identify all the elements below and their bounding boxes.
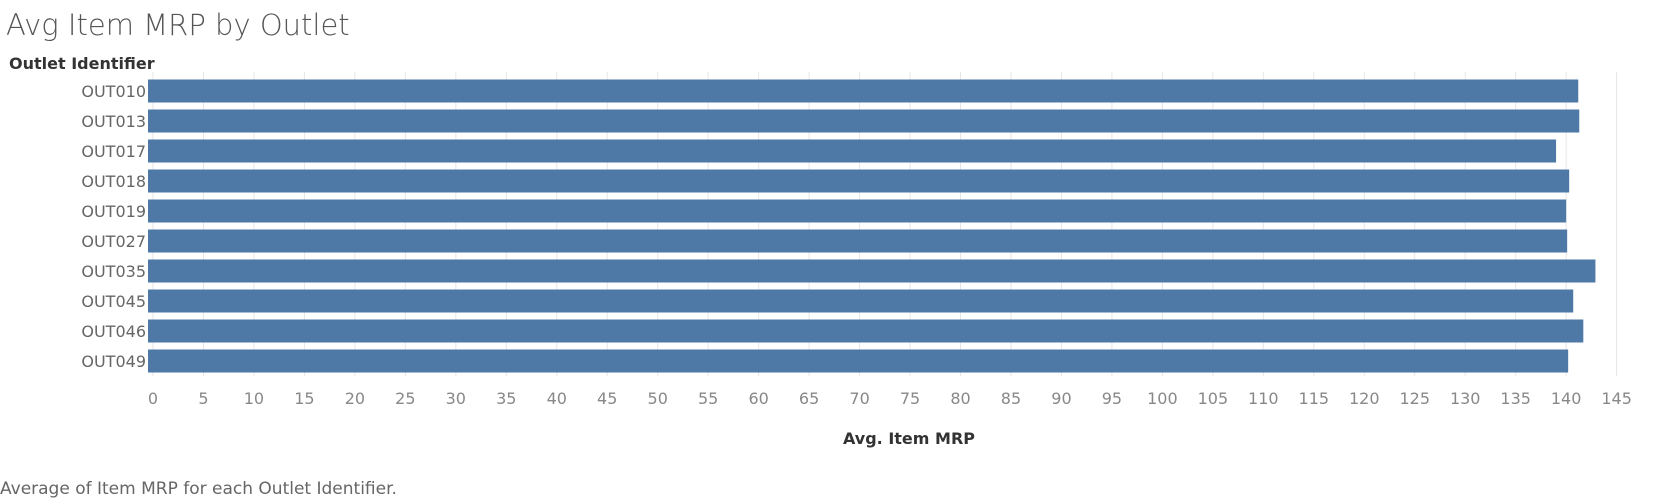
x-tick-label: 35 [496,389,516,408]
category-label: OUT019 [81,202,146,221]
x-axis-title: Avg. Item MRP [843,429,975,448]
x-tick-label: 100 [1147,389,1178,408]
x-tick-label: 50 [648,389,668,408]
x-tick-label: 45 [597,389,617,408]
x-tick-label: 120 [1349,389,1380,408]
bars-layer [148,79,1596,373]
x-tick-label: 5 [198,389,208,408]
bar-out010[interactable] [148,79,1579,103]
category-label: OUT013 [81,112,146,131]
bar-out035[interactable] [148,259,1596,283]
chart-title: Avg Item MRP by Outlet [6,8,350,42]
x-tick-label: 20 [345,389,365,408]
chart-caption: Average of Item MRP for each Outlet Iden… [0,479,397,499]
x-tick-label: 75 [900,389,920,408]
x-tick-label: 0 [148,389,158,408]
category-label: OUT018 [81,172,146,191]
x-tick-label: 90 [1051,389,1071,408]
category-label: OUT010 [81,82,146,101]
x-tick-label: 80 [950,389,970,408]
bar-out018[interactable] [148,169,1570,193]
x-tick-label: 145 [1601,389,1632,408]
x-tick-label: 70 [849,389,869,408]
category-label: OUT027 [81,232,146,251]
category-label: OUT046 [81,322,146,341]
x-tick-label: 10 [244,389,264,408]
bar-out017[interactable] [148,139,1557,163]
category-label: OUT049 [81,352,146,371]
x-tick-label: 65 [799,389,819,408]
x-tick-label: 30 [446,389,466,408]
x-tick-label: 95 [1102,389,1122,408]
x-tick-label: 105 [1198,389,1229,408]
x-tick-label: 140 [1551,389,1582,408]
x-tick-label: 135 [1500,389,1531,408]
bar-out046[interactable] [148,319,1584,343]
x-tick-label: 110 [1248,389,1279,408]
category-labels: OUT010 OUT013 OUT017 OUT018 OUT019 OUT027 OUT0… [81,82,146,371]
x-tick-label: 130 [1450,389,1481,408]
x-tick-label: 125 [1399,389,1430,408]
category-label: OUT017 [81,142,146,161]
x-axis-ticks: 0 5 10 15 20 25 30 35 40 45 50 55 60 65 70 75 80 85 90 95 10… [148,389,1632,408]
x-tick-label: 60 [748,389,768,408]
x-tick-label: 15 [294,389,314,408]
x-tick-label: 115 [1299,389,1330,408]
category-label: OUT035 [81,262,146,281]
bar-out019[interactable] [148,199,1567,223]
x-tick-label: 55 [698,389,718,408]
row-header: Outlet Identifier [9,54,155,73]
category-label: OUT045 [81,292,146,311]
x-tick-label: 40 [547,389,567,408]
bar-out013[interactable] [148,109,1580,133]
bar-chart: OUT010 OUT013 OUT017 OUT018 OUT019 OUT027 OUT0… [81,72,1632,448]
bar-out049[interactable] [148,349,1569,373]
bar-out027[interactable] [148,229,1568,253]
x-tick-label: 85 [1001,389,1021,408]
bar-out045[interactable] [148,289,1574,313]
x-tick-label: 25 [395,389,415,408]
